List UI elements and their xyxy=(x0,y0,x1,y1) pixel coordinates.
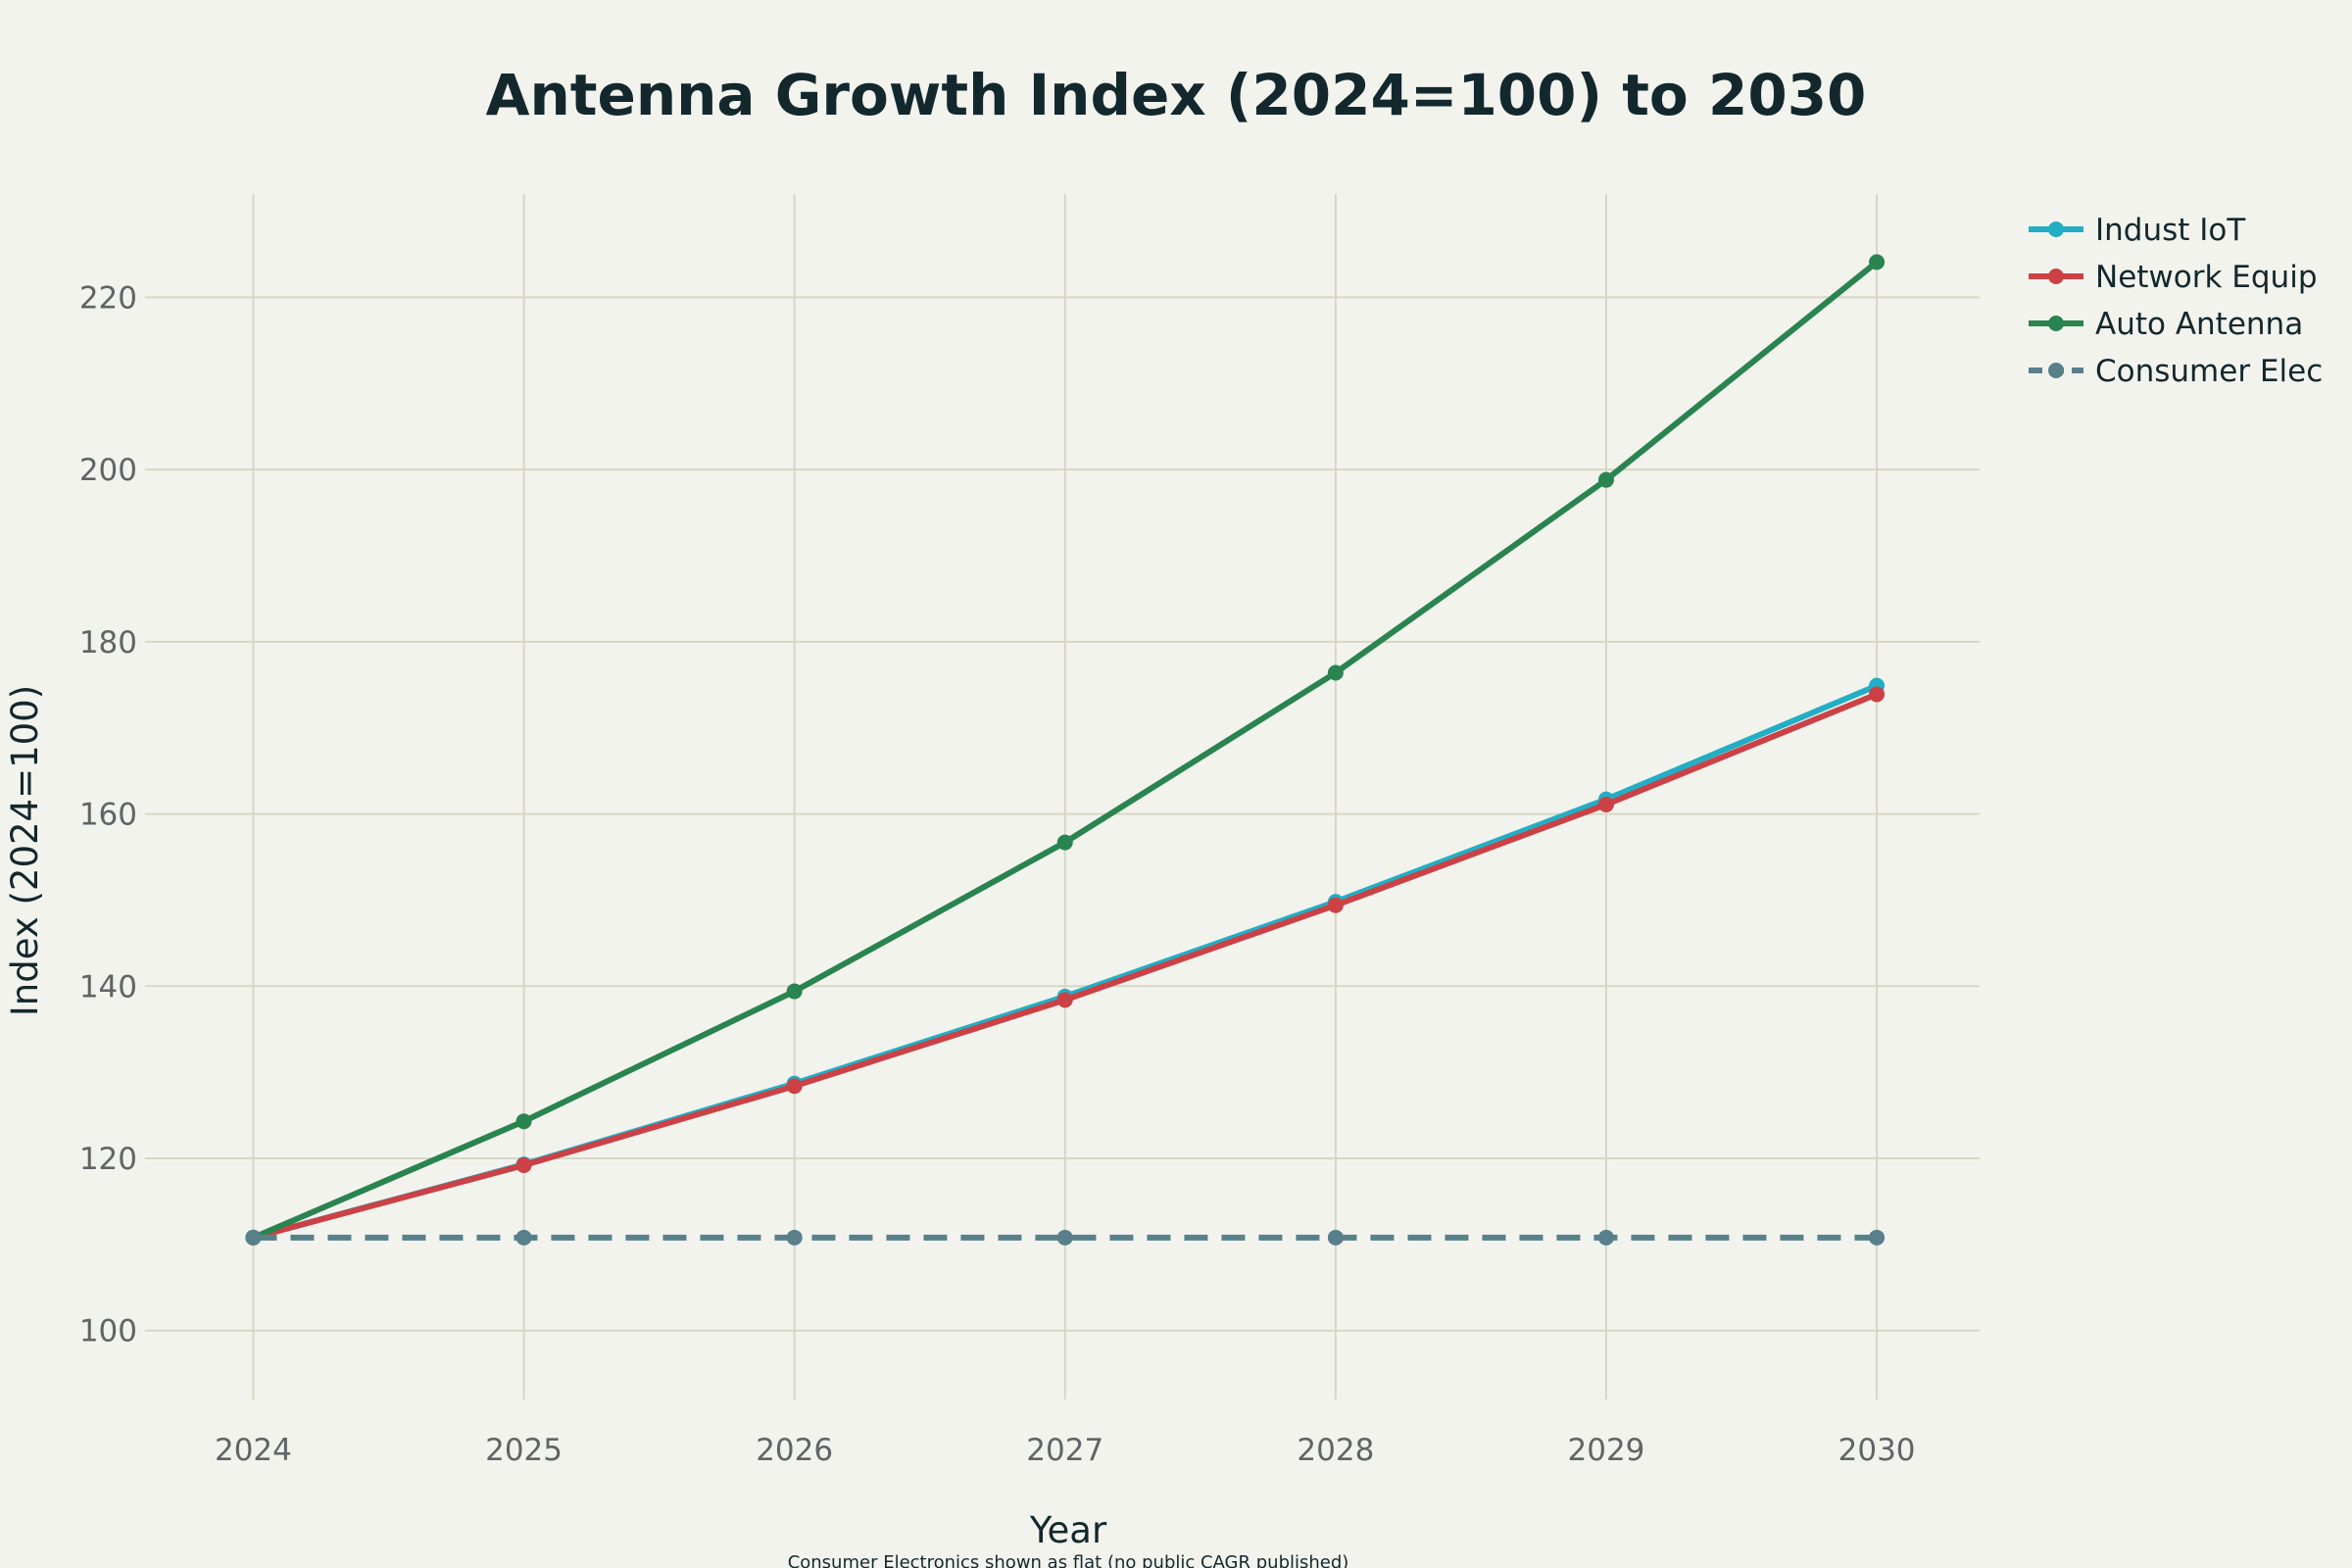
data-point-consumer-elec xyxy=(1327,1229,1344,1246)
x-tick-label: 2028 xyxy=(1297,1433,1374,1468)
data-point-auto-antenna xyxy=(786,983,803,1000)
series-group xyxy=(245,254,1886,1246)
y-tick-label: 160 xyxy=(79,798,137,833)
legend-marker xyxy=(2048,363,2064,378)
chart-note: Consumer Electronics shown as flat (no p… xyxy=(788,1552,1349,1568)
legend-label: Network Equip xyxy=(2095,260,2318,295)
data-point-auto-antenna xyxy=(1327,664,1344,681)
legend-item-network-equip: Network Equip xyxy=(2029,260,2318,295)
legend-marker xyxy=(2048,269,2064,284)
y-tick-label: 120 xyxy=(79,1142,137,1177)
legend-marker xyxy=(2048,221,2064,237)
x-tick-label: 2024 xyxy=(215,1433,292,1468)
y-axis-title: Index (2024=100) xyxy=(4,685,46,1016)
y-tick-labels: 100 120 140 160 180 200 220 xyxy=(79,280,137,1348)
data-point-auto-antenna xyxy=(1869,254,1886,270)
legend-item-consumer-elec: Consumer Elec xyxy=(2029,354,2323,389)
data-point-auto-antenna xyxy=(515,1113,532,1130)
grid xyxy=(145,194,1980,1399)
legend-item-indust-iot: Indust IoT xyxy=(2029,213,2246,248)
legend-label: Consumer Elec xyxy=(2095,354,2323,389)
x-tick-labels: 2024 2025 2026 2027 2028 2029 2030 xyxy=(215,1433,1916,1468)
y-tick-label: 100 xyxy=(79,1314,137,1349)
data-point-network-equip xyxy=(786,1078,803,1095)
series-consumer-elec xyxy=(245,1229,1886,1246)
x-tick-label: 2025 xyxy=(485,1433,563,1468)
y-tick-label: 180 xyxy=(79,625,137,661)
data-point-network-equip xyxy=(1327,897,1344,913)
x-axis-title: Year xyxy=(1029,1509,1107,1551)
legend-label: Auto Antenna xyxy=(2095,307,2303,342)
data-point-auto-antenna xyxy=(1597,471,1614,488)
legend-marker xyxy=(2048,316,2064,331)
data-point-auto-antenna xyxy=(1056,834,1073,851)
y-tick-label: 140 xyxy=(79,969,137,1004)
x-tick-label: 2027 xyxy=(1026,1433,1103,1468)
legend-label: Indust IoT xyxy=(2095,213,2246,248)
y-tick-label: 220 xyxy=(79,280,137,316)
data-point-network-equip xyxy=(1869,686,1886,703)
legend-item-auto-antenna: Auto Antenna xyxy=(2029,307,2303,342)
data-point-consumer-elec xyxy=(1056,1229,1073,1246)
x-tick-label: 2026 xyxy=(756,1433,833,1468)
data-point-consumer-elec xyxy=(245,1229,262,1246)
data-point-network-equip xyxy=(1056,992,1073,1008)
legend: Indust IoT Network Equip Auto Antenna Consu… xyxy=(2029,213,2323,389)
x-tick-label: 2030 xyxy=(1838,1433,1916,1468)
data-point-consumer-elec xyxy=(786,1229,803,1246)
data-point-consumer-elec xyxy=(515,1229,532,1246)
x-tick-label: 2029 xyxy=(1568,1433,1645,1468)
y-tick-label: 200 xyxy=(79,453,137,488)
data-point-network-equip xyxy=(1597,796,1614,812)
chart-title: Antenna Growth Index (2024=100) to 2030 xyxy=(486,62,1867,128)
data-point-consumer-elec xyxy=(1869,1229,1886,1246)
data-point-network-equip xyxy=(515,1157,532,1174)
data-point-consumer-elec xyxy=(1597,1229,1614,1246)
